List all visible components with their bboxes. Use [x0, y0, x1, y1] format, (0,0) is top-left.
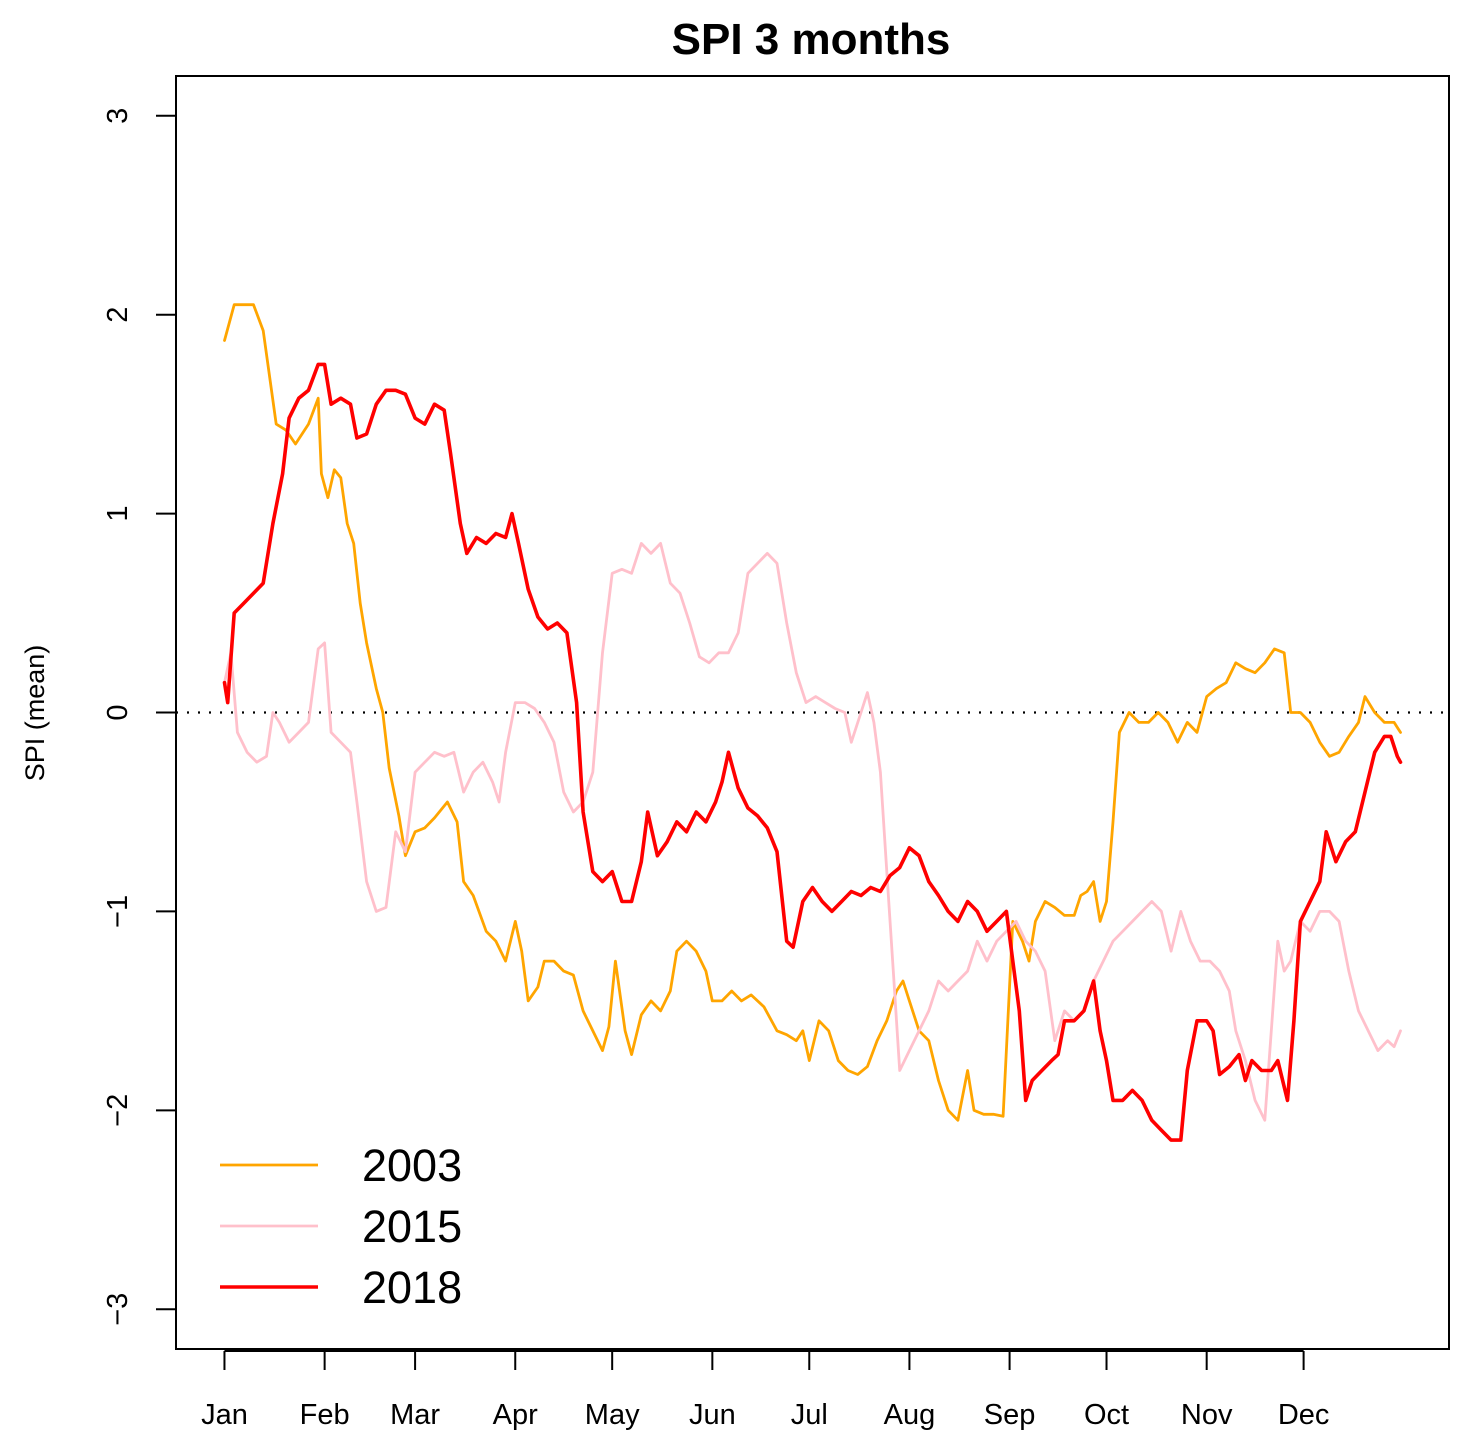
x-tick-label: Aug	[884, 1399, 936, 1431]
y-tick-label: 2	[102, 307, 134, 323]
x-tick-label: Nov	[1181, 1399, 1233, 1431]
x-axis: Jan Feb Mar Apr May Jun Jul Aug Sep Oct Nov Dec	[201, 1350, 1330, 1431]
y-tick-label: 1	[102, 506, 134, 522]
series-line-2018	[222, 362, 1403, 1142]
x-tick-label: Mar	[390, 1399, 440, 1431]
series-lines	[222, 303, 1403, 1142]
x-tick-label: May	[585, 1399, 640, 1431]
x-tick-label: Jun	[689, 1399, 736, 1431]
y-tick-label: −1	[102, 895, 134, 928]
y-axis: 3 2 1 0 −1 −2 −3	[102, 108, 176, 1326]
chart-title: SPI 3 months	[672, 15, 951, 64]
legend-label-2018: 2018	[362, 1262, 462, 1313]
x-tick-label: Apr	[493, 1399, 538, 1431]
y-tick-label: 0	[102, 704, 134, 720]
x-tick-label: Jan	[201, 1399, 248, 1431]
y-axis-title: SPI (mean)	[20, 645, 50, 782]
y-tick-label: −2	[102, 1094, 134, 1127]
legend-label-2003: 2003	[362, 1140, 462, 1191]
x-tick-label: Dec	[1278, 1399, 1330, 1431]
y-tick-label: 3	[102, 108, 134, 124]
x-tick-label: Jul	[791, 1399, 828, 1431]
x-tick-label: Feb	[300, 1399, 350, 1431]
series-line-2003	[223, 303, 1402, 1122]
series-line-2015	[223, 542, 1402, 1122]
x-tick-label: Sep	[984, 1399, 1036, 1431]
legend-label-2015: 2015	[362, 1201, 462, 1252]
legend: 2003 2015 2018	[220, 1140, 462, 1313]
y-tick-label: −3	[102, 1293, 134, 1326]
x-tick-label: Oct	[1084, 1399, 1129, 1431]
